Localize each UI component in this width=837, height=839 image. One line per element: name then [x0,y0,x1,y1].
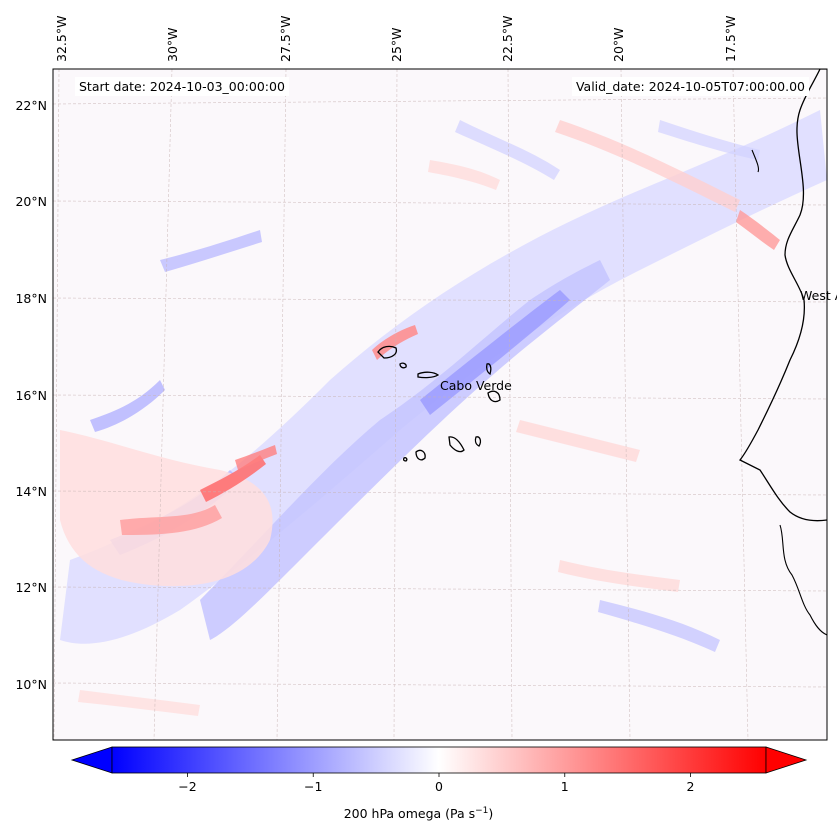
colorbar-label-end: ) [488,806,494,822]
omega-field [53,69,827,740]
island-santo-antao [377,345,398,359]
colorbar-extend-left [70,746,113,774]
island-maio [474,436,482,447]
colorbar-label-main: 200 hPa omega (Pa s [343,806,476,822]
graticule [53,69,827,740]
colorbar-body [111,746,767,774]
valid-date-label: Valid_date: 2024-10-05T07:00:00.00 [571,77,809,96]
island-sao-vicente [399,362,407,369]
island-sao-nicolau [417,371,440,379]
longitude-labels: 32.5°W 30°W 27.5°W 25°W 22.5°W 20°W 17.5… [54,16,738,62]
negative-omega-streak [420,290,570,415]
land-label-cabo-verde: Cabo Verde [440,378,512,393]
cabo-verde-islands [377,345,501,462]
land-label-west-africa: West Africa [800,288,837,303]
africa-coastline [738,69,827,522]
lon-label: 30°W [165,27,180,62]
map-frame [52,68,828,741]
lon-label: 27.5°W [278,16,293,62]
positive-omega-region-west [60,430,273,587]
lon-label: 32.5°W [54,16,69,62]
lat-label: 10°N [15,677,47,692]
lat-label: 14°N [15,484,47,499]
lon-label: 22.5°W [500,16,515,62]
colorbar-tick-label: −1 [304,779,322,794]
colorbar-tick-label: 2 [687,779,695,794]
colorbar-ticks: −2 −1 0 1 2 [178,773,695,794]
colorbar-tick-label: −2 [178,779,196,794]
lat-label: 20°N [15,194,47,209]
colorbar-tick-label: 1 [561,779,569,794]
lat-label: 12°N [15,580,47,595]
island-fogo [415,449,426,461]
colorbar-tick-label: 0 [435,779,443,794]
lon-label: 17.5°W [723,16,738,62]
lon-label: 25°W [389,27,404,62]
island-santiago [448,436,465,453]
colorbar: −2 −1 0 1 2 [70,746,808,794]
start-date-label: Start date: 2024-10-03_00:00:00 [75,77,289,96]
island-sal [485,363,492,376]
colorbar-extend-right [765,746,808,774]
colorbar-label: 200 hPa omega (Pa s−1) [0,806,837,821]
lat-label: 18°N [15,291,47,306]
negative-omega-core [200,260,610,640]
island-boa-vista [487,390,501,403]
lat-label: 22°N [15,98,47,113]
lon-label: 20°W [611,27,626,62]
island-brava [402,457,408,462]
colorbar-label-exponent: −1 [475,806,489,816]
latitude-labels: 22°N 20°N 18°N 16°N 14°N 12°N 10°N [15,98,47,692]
lat-label: 16°N [15,388,47,403]
